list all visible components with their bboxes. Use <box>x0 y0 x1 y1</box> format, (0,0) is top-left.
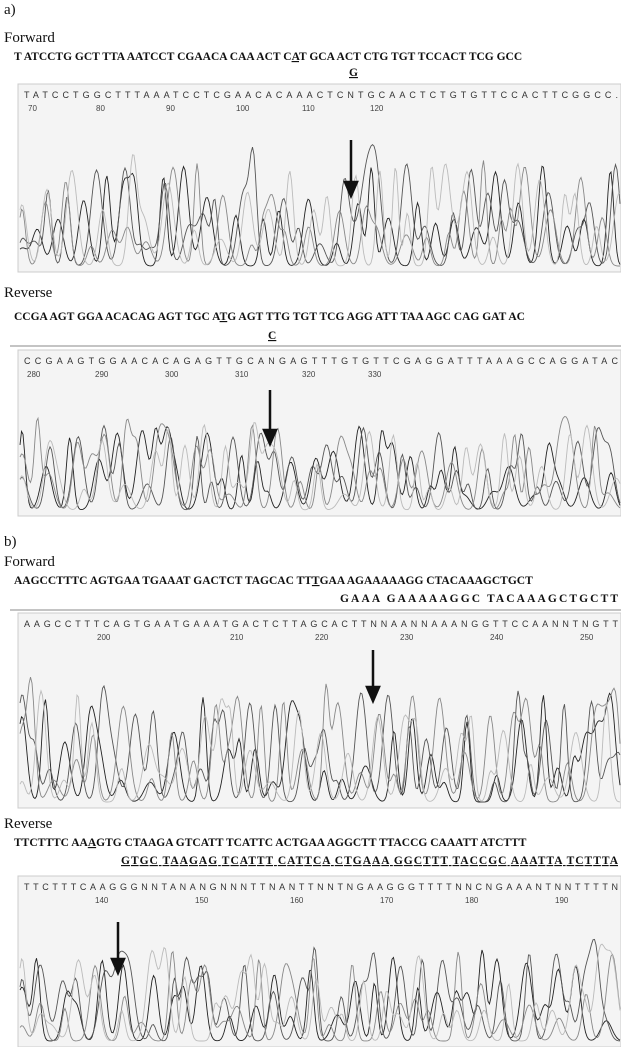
base-position: 190 <box>555 896 569 905</box>
panel-label: a) <box>4 2 16 18</box>
direction-label: Reverse <box>4 285 53 301</box>
base-position: 240 <box>490 633 504 642</box>
base-calls: AAGCCTTTCAGTGAATGAAATGACTCTTAGCACTTNNAAN… <box>24 619 619 629</box>
sequence-part: T <box>312 575 320 587</box>
base-position: 330 <box>368 370 382 379</box>
chromatogram-trace <box>19 424 621 511</box>
arrows <box>110 140 381 977</box>
base-position: 320 <box>302 370 316 379</box>
direction-label: Reverse <box>4 816 53 832</box>
base-position: 90 <box>166 104 175 113</box>
base-position: 100 <box>236 104 250 113</box>
base-position: 220 <box>315 633 329 642</box>
sequence-part: T GCA ACT CTG TGT TCCACT TCG GCC <box>299 51 522 63</box>
base-position: 110 <box>302 104 315 113</box>
direction-label: Forward <box>4 554 55 570</box>
base-position: 290 <box>95 370 109 379</box>
base-position: 180 <box>465 896 479 905</box>
variant: GAAA GAAAAAGGC TACAAAGCTGCTT <box>340 593 618 605</box>
base-position: 150 <box>195 896 209 905</box>
chromatogram-trace <box>19 950 621 1042</box>
base-position: 120 <box>370 104 384 113</box>
chromatogram-trace <box>19 154 621 267</box>
chromatogram-trace <box>19 684 621 803</box>
chromatogram-trace <box>19 416 621 510</box>
trace-panel <box>17 349 621 517</box>
sequence-part: AAGCCTTTC AGTGAA TGAAAT GACTCT TAGCAC TT <box>14 575 312 587</box>
chromatogram-trace <box>19 943 621 1042</box>
sequence-part: G AGT TTG TGT TCG AGG ATT TAA AGC CAG GA… <box>227 311 525 323</box>
base-position: 140 <box>95 896 109 905</box>
chromatogram-trace <box>19 676 621 803</box>
variant: GTGC TAAGAG TCATTT CATTCA CTGAAA GGCTTT … <box>121 855 619 867</box>
base-calls: TATCCTGGCTTTAAATCCTCGAACACAAACTCNTGCAACT… <box>24 90 618 100</box>
sequence-part: GAA AGAAAAAGG CTACAAAGCTGCT <box>320 575 534 587</box>
sequence: TTCTTTC AAAGTG CTAAGA GTCATT TCATTC ACTG… <box>14 837 527 849</box>
chromatogram-trace <box>19 160 620 267</box>
chromatogram-trace <box>19 949 621 1042</box>
chromatogram-trace <box>19 938 621 1042</box>
direction-label: Forward <box>4 30 55 46</box>
sequence: AAGCCTTTC AGTGAA TGAAAT GACTCT TAGCAC TT… <box>14 575 533 587</box>
sequence-part: CCGA AGT GGA ACACAG AGT TGC A <box>14 311 221 323</box>
base-position: 230 <box>400 633 414 642</box>
chromatogram-trace <box>19 143 621 267</box>
base-calls: CCGAAGTGGAACACAGAGTTGCANGAGTTTGTGTTCGAGG… <box>24 356 618 366</box>
base-position: 160 <box>290 896 304 905</box>
sequence-part: GTG CTAAGA GTCATT TCATTC ACTGAA AGGCTT T… <box>96 837 527 849</box>
base-position: 80 <box>96 104 105 113</box>
base-position: 200 <box>97 633 111 642</box>
base-position: 310 <box>235 370 249 379</box>
base-position: 210 <box>230 633 244 642</box>
variant: C <box>268 330 276 342</box>
sequence-part: T ATCCTG GCT TTA AATCCT CGAACA CAA ACT C <box>14 51 292 63</box>
sequence: CCGA AGT GGA ACACAG AGT TGC ATG AGT TTG … <box>14 311 525 323</box>
sequence: T ATCCTG GCT TTA AATCCT CGAACA CAA ACT C… <box>14 51 522 63</box>
base-position: 170 <box>380 896 394 905</box>
panel-label: b) <box>4 534 17 550</box>
chromatogram-trace <box>19 689 621 803</box>
base-position: 70 <box>28 104 37 113</box>
sequence-part: A <box>292 51 301 63</box>
variant: G <box>349 67 358 79</box>
base-position: 280 <box>27 370 41 379</box>
base-calls: TTCTTTCAAGGGNNTANANGNNNTTNANTTNNTNGAAGGG… <box>24 882 618 892</box>
sequence-part: A <box>88 837 97 849</box>
sequence-part: TTCTTTC AA <box>14 837 89 849</box>
sequence-part: T <box>220 311 228 323</box>
base-position: 300 <box>165 370 179 379</box>
base-position: 250 <box>580 633 594 642</box>
chromatogram-trace <box>19 422 621 511</box>
